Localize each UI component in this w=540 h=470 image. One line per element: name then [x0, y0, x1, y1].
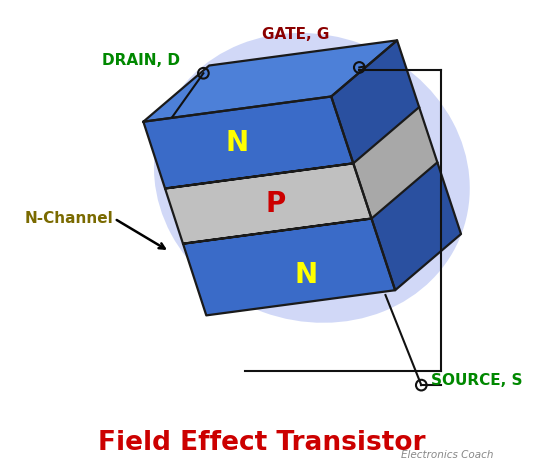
Text: P: P: [266, 189, 286, 218]
Text: Electronics Coach: Electronics Coach: [401, 450, 494, 460]
Polygon shape: [183, 219, 395, 315]
Text: N: N: [295, 261, 318, 289]
Text: GATE, G: GATE, G: [261, 27, 329, 42]
Polygon shape: [143, 40, 397, 122]
Polygon shape: [331, 40, 419, 164]
Polygon shape: [353, 107, 437, 219]
Polygon shape: [143, 96, 353, 188]
Polygon shape: [165, 164, 372, 244]
Text: SOURCE, S: SOURCE, S: [431, 373, 523, 388]
Text: N: N: [225, 128, 248, 157]
Ellipse shape: [154, 33, 470, 323]
Text: Field Effect Transistor: Field Effect Transistor: [98, 430, 426, 456]
Text: DRAIN, D: DRAIN, D: [102, 53, 180, 68]
Polygon shape: [372, 162, 461, 290]
Text: N-Channel: N-Channel: [24, 211, 113, 226]
